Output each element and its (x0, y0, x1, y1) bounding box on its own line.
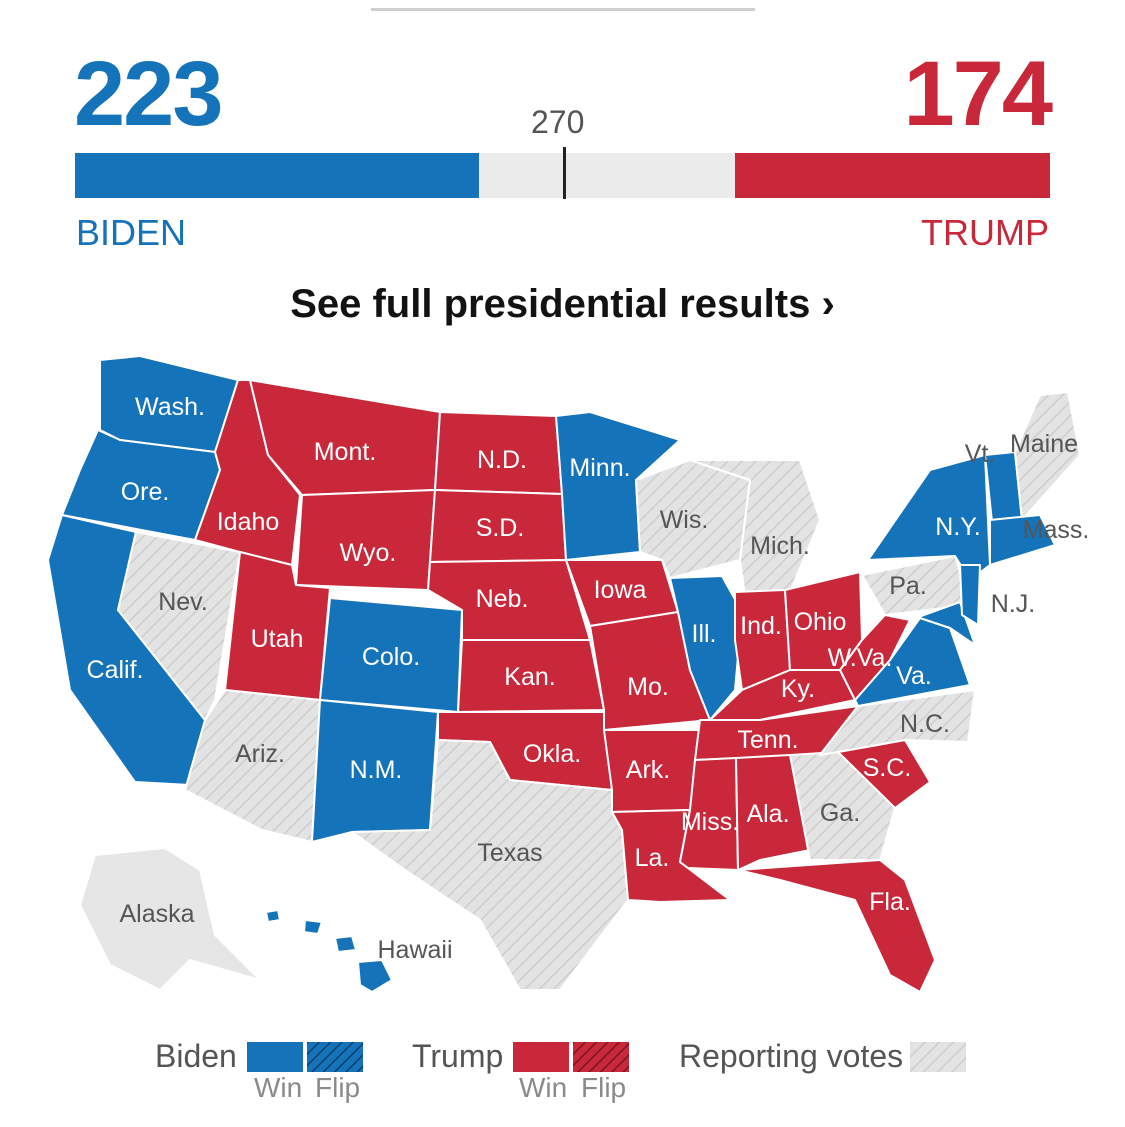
threshold-label: 270 (531, 104, 585, 140)
drag-handle[interactable] (371, 8, 755, 11)
label-ariz: Ariz. (235, 740, 285, 768)
label-mich: Mich. (750, 532, 810, 560)
biden-bar-segment (75, 153, 480, 198)
label-minn: Minn. (569, 454, 630, 482)
legend-reporting-label: Reporting votes (679, 1038, 904, 1074)
label-iowa: Iowa (594, 576, 647, 604)
legend-trump-flip-swatch (573, 1042, 629, 1072)
state-nj[interactable] (959, 564, 981, 626)
electoral-vote-bar (75, 147, 1050, 199)
legend-trump-win-text: Win (519, 1072, 568, 1103)
state-alaska[interactable] (79, 847, 261, 991)
label-ny: N.Y. (935, 513, 980, 541)
label-nm: N.M. (350, 756, 403, 784)
label-calif: Calif. (87, 656, 144, 684)
label-ill: Ill. (692, 620, 717, 648)
label-maine: Maine (1010, 430, 1078, 458)
state-mass-ct-ri[interactable] (989, 514, 1056, 566)
state-hawaii-oahu[interactable] (303, 919, 323, 935)
state-maine[interactable] (1014, 391, 1081, 521)
label-ky: Ky. (781, 675, 815, 703)
legend-trump-flip-text: Flip (581, 1072, 627, 1103)
state-hawaii-maui[interactable] (334, 935, 357, 953)
trump-bar-segment (734, 153, 1050, 198)
label-wva: W.Va. (828, 644, 893, 672)
label-ark: Ark. (626, 756, 670, 784)
label-tenn: Tenn. (737, 726, 798, 754)
trump-name: TRUMP (921, 212, 1049, 253)
label-ala: Ala. (746, 800, 789, 828)
label-colo: Colo. (362, 643, 420, 671)
state-nev[interactable] (117, 531, 241, 721)
label-idaho: Idaho (217, 508, 280, 536)
legend-biden-win-swatch (247, 1042, 303, 1072)
label-hawaii: Hawaii (377, 936, 452, 964)
label-miss: Miss. (681, 808, 739, 836)
state-ala[interactable] (735, 754, 811, 871)
label-okla: Okla. (523, 740, 581, 768)
biden-name: BIDEN (76, 212, 187, 253)
label-sc: S.C. (863, 754, 912, 782)
label-pa: Pa. (889, 572, 927, 600)
state-md-de[interactable] (909, 601, 976, 646)
label-ore: Ore. (121, 478, 170, 506)
label-la: La. (635, 844, 670, 872)
legend-biden-win-text: Win (254, 1072, 303, 1103)
label-mass: Mass. (1023, 516, 1090, 544)
full-results-link[interactable]: See full presidential results › (290, 282, 835, 326)
label-utah: Utah (251, 625, 304, 653)
state-labels: Wash. Ore. Calif. Nev. Idaho Mont. Wyo. … (87, 393, 1090, 964)
label-ind: Ind. (740, 612, 782, 640)
threshold-marker (562, 147, 566, 199)
map-legend: Biden Win Flip Trump Win Flip Reporting … (0, 1038, 1125, 1118)
label-sd: S.D. (476, 514, 525, 542)
label-wis: Wis. (660, 506, 709, 534)
state-hawaii-kauai[interactable] (265, 909, 281, 923)
legend-trump-win-swatch (513, 1042, 569, 1072)
state-fla[interactable] (737, 859, 936, 993)
label-wyo: Wyo. (340, 539, 397, 567)
label-kan: Kan. (504, 663, 555, 691)
state-texas[interactable] (351, 739, 629, 991)
label-fla: Fla. (869, 888, 911, 916)
legend-biden-flip-text: Flip (315, 1072, 361, 1103)
label-alaska: Alaska (119, 900, 194, 928)
label-texas: Texas (477, 839, 542, 867)
label-va: Va. (896, 662, 932, 690)
label-nd: N.D. (477, 446, 527, 474)
label-ohio: Ohio (794, 608, 847, 636)
label-vt: Vt. (965, 440, 996, 468)
label-nc: N.C. (900, 710, 950, 738)
label-ga: Ga. (820, 799, 860, 827)
legend-biden-flip-swatch (307, 1042, 363, 1072)
state-ill[interactable] (669, 575, 743, 721)
legend-biden-label: Biden (155, 1038, 237, 1074)
trump-electoral-votes: 174 (903, 43, 1053, 145)
label-neb: Neb. (476, 585, 529, 613)
biden-electoral-votes: 223 (74, 43, 223, 145)
label-mo: Mo. (627, 673, 669, 701)
label-nev: Nev. (158, 588, 208, 616)
legend-trump-label: Trump (412, 1038, 504, 1074)
state-hawaii-big[interactable] (357, 959, 393, 993)
label-wash: Wash. (135, 393, 205, 421)
label-nj: N.J. (991, 590, 1035, 618)
label-mont: Mont. (314, 438, 377, 466)
legend-reporting-swatch (910, 1042, 966, 1072)
